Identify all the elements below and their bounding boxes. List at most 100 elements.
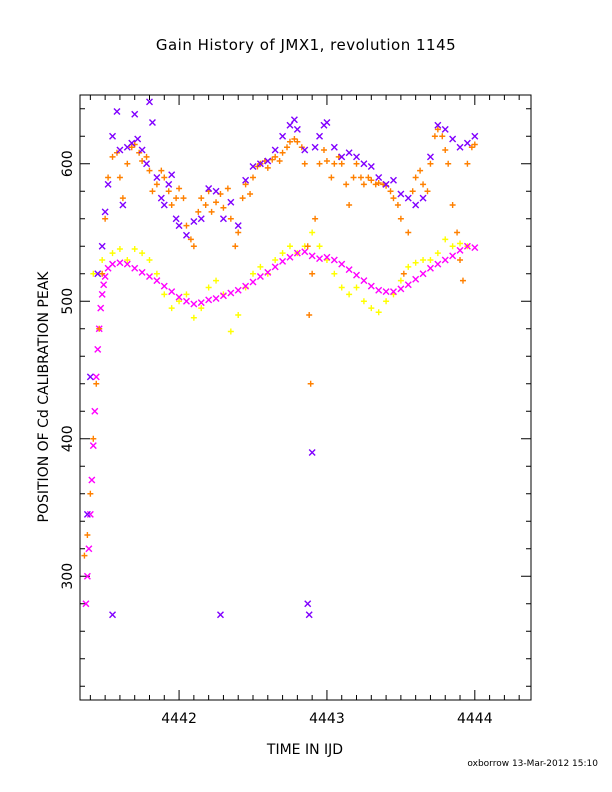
data-point-series-1: [457, 240, 464, 247]
data-point-series-3: [471, 141, 478, 148]
data-point-series-2: [360, 277, 368, 285]
data-point-series-4: [116, 146, 124, 154]
data-point-series-1: [360, 298, 367, 305]
data-point-series-2: [83, 572, 91, 580]
data-point-series-4: [305, 611, 313, 619]
data-point-series-3: [90, 435, 97, 442]
data-point-series-2: [100, 281, 108, 289]
x-tick-label: 4442: [161, 711, 197, 727]
data-point-series-2: [101, 273, 109, 280]
data-point-series-3: [102, 215, 109, 222]
data-point-series-1: [375, 309, 382, 316]
data-point-series-4: [301, 146, 309, 154]
data-point-series-3: [454, 229, 461, 236]
data-point-series-4: [109, 611, 117, 619]
plot-frame: [79, 94, 532, 701]
data-point-series-2: [441, 256, 449, 264]
data-point-series-3: [168, 202, 175, 208]
data-point-series-3: [457, 257, 464, 263]
data-point-series-3: [146, 167, 153, 174]
data-point-series-3: [187, 236, 194, 243]
data-point-series-3: [153, 181, 160, 188]
data-point-series-3: [149, 188, 156, 195]
data-point-series-3: [247, 191, 254, 197]
data-point-series-4: [104, 180, 112, 188]
data-point-series-2: [389, 288, 397, 296]
data-point-series-3: [306, 312, 313, 318]
data-point-series-4: [353, 153, 361, 161]
data-point-series-3: [357, 174, 364, 181]
data-point-series-4: [404, 194, 412, 202]
data-point-series-2: [375, 286, 383, 294]
data-point-series-2: [264, 268, 272, 276]
data-point-series-3: [208, 208, 215, 215]
data-point-series-3: [176, 185, 183, 192]
data-point-series-4: [323, 119, 331, 126]
data-point-series-2: [279, 257, 287, 265]
data-point-series-3: [331, 160, 338, 167]
data-point-series-3: [368, 177, 375, 184]
data-point-series-3: [434, 126, 441, 133]
data-point-series-3: [272, 153, 279, 160]
data-point-series-4: [146, 98, 153, 106]
data-point-series-4: [375, 174, 383, 181]
data-point-series-3: [264, 164, 271, 171]
data-point-series-1: [99, 257, 106, 263]
data-point-series-3: [96, 325, 103, 332]
data-point-series-1: [213, 277, 220, 284]
data-point-series-4: [434, 121, 442, 129]
data-point-series-1: [309, 229, 316, 236]
data-point-series-2: [308, 252, 316, 260]
data-point-series-3: [294, 138, 301, 145]
data-point-series-3: [320, 147, 327, 153]
data-point-series-4: [441, 125, 449, 133]
data-point-series-1: [279, 250, 286, 257]
data-point-series-3: [158, 167, 165, 174]
data-point-series-1: [205, 284, 212, 291]
data-point-series-4: [382, 180, 390, 188]
data-point-series-3: [109, 153, 116, 160]
data-point-series-4: [160, 201, 168, 209]
data-point-series-1: [176, 298, 183, 305]
data-point-series-3: [202, 202, 209, 208]
data-point-series-4: [234, 222, 242, 230]
data-point-series-3: [431, 133, 438, 140]
data-point-series-4: [134, 135, 142, 143]
data-point-series-4: [308, 449, 316, 456]
data-point-series-3: [387, 188, 394, 195]
x-tick-label: 4443: [309, 711, 345, 727]
data-point-series-2: [153, 277, 161, 285]
data-point-series-3: [372, 181, 379, 188]
data-point-series-3: [427, 160, 434, 167]
data-point-series-2: [85, 545, 93, 553]
data-point-series-1: [198, 305, 205, 312]
data-point-series-3: [235, 229, 242, 236]
data-point-series-3: [442, 147, 449, 153]
data-point-series-4: [279, 132, 287, 140]
data-point-series-1: [331, 270, 338, 277]
data-point-series-1: [109, 250, 116, 257]
data-point-series-1: [146, 257, 153, 263]
data-point-series-2: [109, 260, 117, 268]
data-point-series-4: [157, 194, 165, 202]
data-point-series-1: [434, 250, 441, 257]
data-point-series-3: [242, 181, 249, 188]
data-point-series-3: [445, 160, 452, 167]
data-point-series-3: [198, 195, 205, 202]
data-point-series-4: [109, 132, 117, 140]
data-point-series-1: [368, 305, 375, 312]
data-point-series-2: [86, 510, 94, 518]
data-point-series-1: [161, 291, 168, 298]
data-point-series-4: [286, 121, 294, 129]
data-point-series-3: [173, 195, 180, 202]
data-point-series-2: [471, 244, 479, 252]
data-point-series-3: [424, 188, 431, 195]
data-point-series-3: [250, 174, 257, 181]
data-point-series-2: [212, 295, 220, 302]
data-point-series-4: [86, 373, 94, 381]
data-point-series-3: [397, 215, 404, 222]
data-point-series-4: [271, 146, 279, 154]
data-point-series-4: [216, 611, 224, 619]
data-point-series-3: [412, 174, 419, 181]
data-point-series-1: [168, 305, 175, 312]
